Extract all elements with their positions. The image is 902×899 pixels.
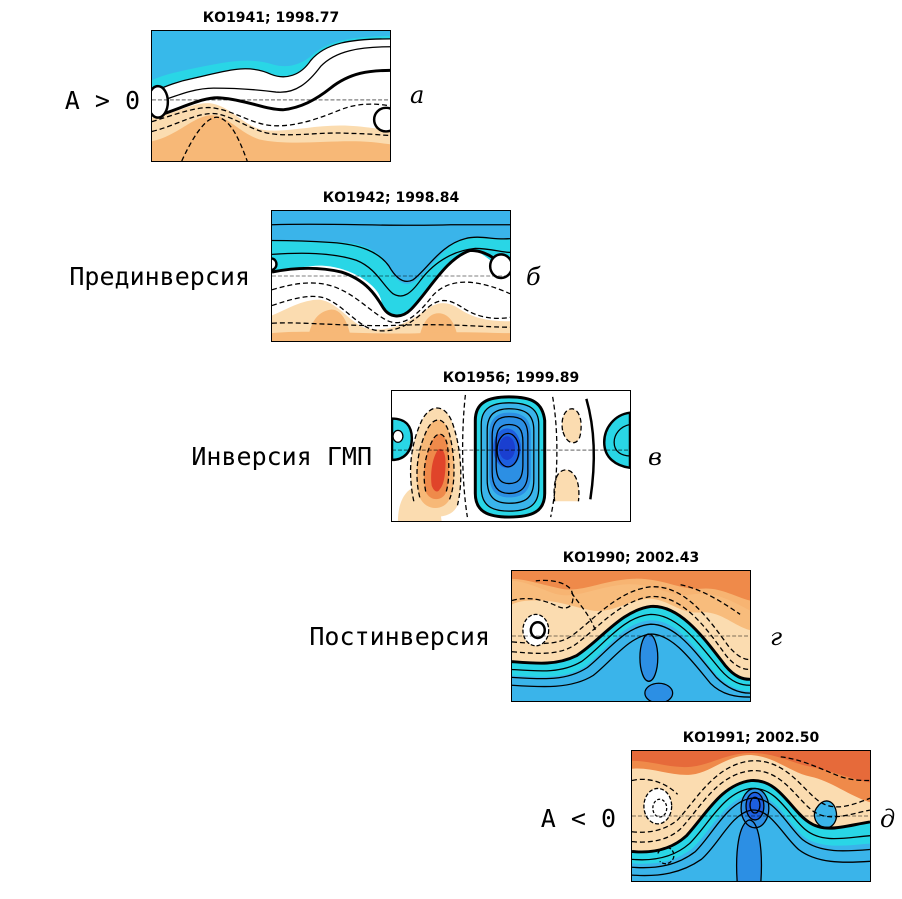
panel-letter-d: г <box>770 623 783 651</box>
panel-letter-b: б <box>526 263 541 291</box>
panel-letter-c: в <box>648 443 662 471</box>
stage-label-a: A > 0 <box>64 86 140 115</box>
panel-e: КО1991; 2002.50 <box>631 728 871 888</box>
panel-b-map <box>271 210 511 342</box>
panel-b: КО1942; 1998.84 <box>271 188 511 348</box>
panel-c: КО1956; 1999.89 <box>391 368 631 528</box>
panel-d-map <box>511 570 751 702</box>
panel-letter-e: д <box>880 805 896 833</box>
panel-d: КО1990; 2002.43 <box>511 548 751 708</box>
panel-d-title: КО1990; 2002.43 <box>562 550 700 566</box>
panel-c-title: КО1956; 1999.89 <box>442 370 580 386</box>
stage-label-e: A < 0 <box>540 804 616 833</box>
panel-e-map <box>631 750 871 882</box>
stage-label-c: Инверсия ГМП <box>191 442 372 471</box>
panel-a-map <box>151 30 391 162</box>
panel-a: КО1941; 1998.77 <box>151 8 391 168</box>
panel-c-map <box>391 390 631 522</box>
panel-b-title: КО1942; 1998.84 <box>322 190 460 206</box>
panel-letter-a: а <box>410 81 425 109</box>
panel-e-title: КО1991; 2002.50 <box>682 730 820 746</box>
stage-label-d: Постинверсия <box>309 622 490 651</box>
stage-label-b: Прединверсия <box>69 262 250 291</box>
panel-a-title: КО1941; 1998.77 <box>202 10 340 26</box>
